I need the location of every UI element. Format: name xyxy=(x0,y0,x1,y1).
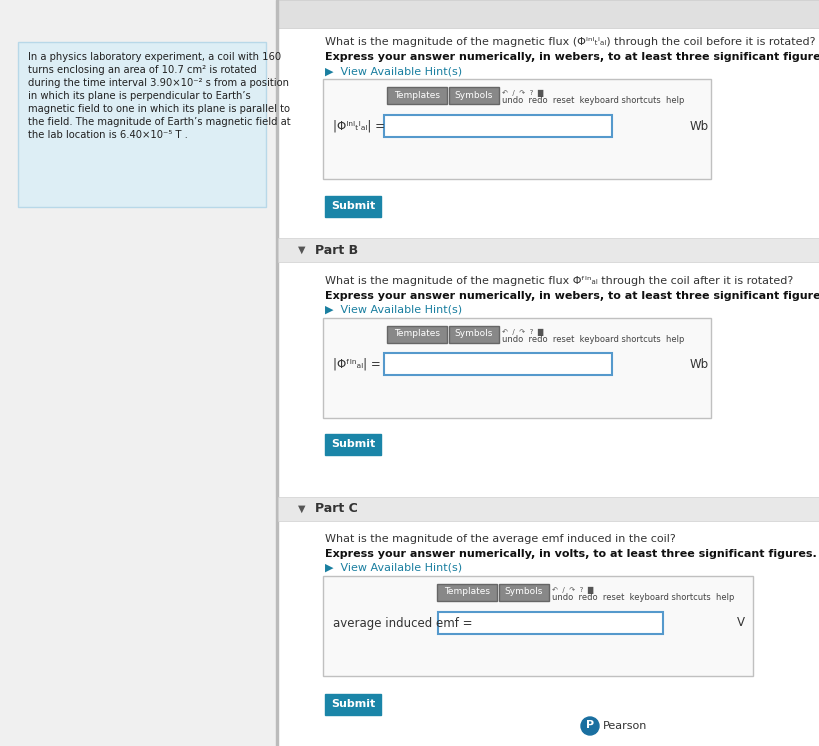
Text: |Φᴵⁿᴵₜᴵₐₗ| =: |Φᴵⁿᴵₜᴵₐₗ| = xyxy=(333,119,385,133)
Text: V: V xyxy=(736,616,744,630)
Text: undo  redo  reset  keyboard shortcuts  help: undo redo reset keyboard shortcuts help xyxy=(501,335,684,344)
Text: average induced emf =: average induced emf = xyxy=(333,616,472,630)
Text: Wb: Wb xyxy=(689,357,708,371)
Bar xyxy=(449,87,499,104)
Bar xyxy=(387,87,446,104)
Text: Part B: Part B xyxy=(314,243,358,257)
Text: ▶  View Available Hint(s): ▶ View Available Hint(s) xyxy=(324,563,462,573)
Bar xyxy=(387,326,446,343)
Text: What is the magnitude of the average emf induced in the coil?: What is the magnitude of the average emf… xyxy=(324,534,675,544)
Text: in which its plane is perpendicular to Earth’s: in which its plane is perpendicular to E… xyxy=(28,91,251,101)
Circle shape xyxy=(581,717,598,735)
Bar xyxy=(383,115,611,137)
Text: Wb: Wb xyxy=(689,119,708,133)
Text: Pearson: Pearson xyxy=(602,721,646,731)
Text: magnetic field to one in which its plane is parallel to: magnetic field to one in which its plane… xyxy=(28,104,290,114)
Text: Templates: Templates xyxy=(393,90,440,99)
Text: Express your answer numerically, in volts, to at least three significant figures: Express your answer numerically, in volt… xyxy=(324,549,816,559)
Text: the field. The magnitude of Earth’s magnetic field at: the field. The magnitude of Earth’s magn… xyxy=(28,117,290,127)
Bar xyxy=(323,79,710,179)
Text: ▶  View Available Hint(s): ▶ View Available Hint(s) xyxy=(324,305,462,315)
Text: Submit: Submit xyxy=(331,699,374,709)
Text: Submit: Submit xyxy=(331,439,374,449)
Bar xyxy=(437,612,663,634)
Bar xyxy=(323,318,710,418)
Text: Symbols: Symbols xyxy=(455,90,492,99)
Text: turns enclosing an area of 10.7 cm² is rotated: turns enclosing an area of 10.7 cm² is r… xyxy=(28,65,256,75)
Text: ↶  /  ↷  ?  █: ↶ / ↷ ? █ xyxy=(501,329,543,336)
Text: Express your answer numerically, in webers, to at least three significant figure: Express your answer numerically, in webe… xyxy=(324,52,819,62)
Bar xyxy=(324,434,381,455)
Text: undo  redo  reset  keyboard shortcuts  help: undo redo reset keyboard shortcuts help xyxy=(551,593,734,602)
Text: What is the magnitude of the magnetic flux Φᶠᴵⁿₐₗ through the coil after it is r: What is the magnitude of the magnetic fl… xyxy=(324,276,792,286)
Bar xyxy=(324,196,381,217)
Bar xyxy=(383,353,611,375)
Bar xyxy=(449,326,499,343)
Text: during the time interval 3.90×10⁻² s from a position: during the time interval 3.90×10⁻² s fro… xyxy=(28,78,288,88)
Bar xyxy=(276,0,278,746)
Text: Symbols: Symbols xyxy=(455,330,492,339)
Bar xyxy=(278,0,819,28)
Text: ▼: ▼ xyxy=(297,245,305,255)
Bar xyxy=(323,576,752,676)
Text: ▼: ▼ xyxy=(297,504,305,514)
Bar xyxy=(278,0,819,746)
Text: Templates: Templates xyxy=(443,588,490,597)
Text: What is the magnitude of the magnetic flux (Φᴵⁿᴵₜᴵₐₗ) through the coil before it: What is the magnitude of the magnetic fl… xyxy=(324,37,815,47)
Text: In a physics laboratory experiment, a coil with 160: In a physics laboratory experiment, a co… xyxy=(28,52,281,62)
Bar xyxy=(278,497,819,521)
Text: Submit: Submit xyxy=(331,201,374,211)
Text: ▶  View Available Hint(s): ▶ View Available Hint(s) xyxy=(324,66,462,76)
Bar xyxy=(324,694,381,715)
Text: Part C: Part C xyxy=(314,503,357,515)
Text: Templates: Templates xyxy=(393,330,440,339)
Text: the lab location is 6.40×10⁻⁵ T .: the lab location is 6.40×10⁻⁵ T . xyxy=(28,130,188,140)
Text: ↶  /  ↷  ?  █: ↶ / ↷ ? █ xyxy=(551,587,592,594)
Text: ↶  /  ↷  ?  █: ↶ / ↷ ? █ xyxy=(501,90,543,97)
Bar xyxy=(499,584,549,601)
Text: |Φᶠᴵⁿₐₗ| =: |Φᶠᴵⁿₐₗ| = xyxy=(333,357,380,371)
Text: Symbols: Symbols xyxy=(505,588,542,597)
Bar xyxy=(437,584,496,601)
Bar xyxy=(278,238,819,262)
Text: Express your answer numerically, in webers, to at least three significant figure: Express your answer numerically, in webe… xyxy=(324,291,819,301)
Text: P: P xyxy=(586,720,593,730)
Text: undo  redo  reset  keyboard shortcuts  help: undo redo reset keyboard shortcuts help xyxy=(501,96,684,105)
Bar xyxy=(18,42,265,207)
